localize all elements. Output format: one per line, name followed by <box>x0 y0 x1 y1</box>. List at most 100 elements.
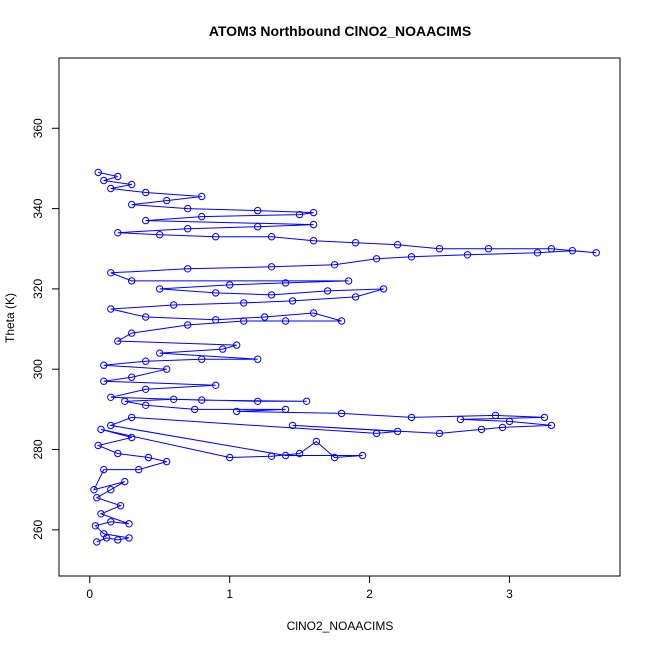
data-point <box>281 451 290 460</box>
data-point <box>547 245 556 253</box>
data-point <box>93 538 101 546</box>
data-point <box>170 301 178 309</box>
data-point <box>456 415 465 424</box>
data-point <box>125 534 133 542</box>
y-tick-label: 260 <box>31 519 45 539</box>
data-point <box>309 237 318 245</box>
data-point <box>212 233 220 241</box>
data-point <box>226 453 234 462</box>
data-point <box>107 269 115 277</box>
x-axis: 0 1 2 3 <box>86 575 513 601</box>
data-point <box>393 427 402 436</box>
data-point <box>267 263 276 271</box>
data-point <box>351 293 360 301</box>
data-point <box>128 200 136 209</box>
data-point <box>100 176 108 185</box>
data-point <box>267 233 276 241</box>
x-tick-label: 0 <box>86 587 93 601</box>
data-point <box>295 449 304 458</box>
data-point <box>94 441 102 450</box>
data-point <box>142 401 150 409</box>
data-point <box>100 465 108 474</box>
data-point <box>267 452 276 460</box>
data-point <box>135 465 143 474</box>
data-point <box>125 520 133 528</box>
data-point <box>254 223 262 231</box>
x-tick-label: 3 <box>506 587 513 601</box>
data-point <box>330 453 339 462</box>
data-point <box>407 253 416 261</box>
y-axis: 260 280 300 320 340 360 <box>31 118 60 540</box>
data-point <box>498 423 507 432</box>
data-point <box>184 225 192 233</box>
data-point <box>97 425 105 434</box>
data-point <box>94 168 102 177</box>
data-point <box>309 220 318 229</box>
data-point <box>540 413 549 422</box>
data-point <box>128 329 136 337</box>
data-point <box>407 413 416 422</box>
data-point <box>240 299 248 307</box>
data-point <box>114 536 122 544</box>
data-point <box>198 355 206 363</box>
data-point <box>107 518 115 526</box>
data-point <box>288 297 297 305</box>
data-point <box>505 417 514 426</box>
data-point <box>240 317 248 325</box>
x-axis-label: ClNO2_NOAACIMS <box>287 619 394 633</box>
data-point <box>435 429 444 438</box>
data-point <box>491 411 500 420</box>
data-point <box>323 287 332 295</box>
series-layer <box>90 168 600 546</box>
data-point <box>463 251 472 259</box>
data-point <box>144 453 153 462</box>
data-point <box>142 357 150 365</box>
data-point <box>233 407 241 416</box>
data-point <box>121 477 129 486</box>
data-point <box>184 321 192 329</box>
y-tick-label: 300 <box>31 359 45 379</box>
data-point <box>91 522 100 530</box>
data-point <box>337 317 346 325</box>
data-point <box>107 184 115 193</box>
data-point <box>114 337 122 345</box>
data-point <box>212 381 220 389</box>
data-point <box>128 433 136 442</box>
data-point <box>254 206 262 215</box>
y-axis-label: Theta (K) <box>3 293 17 343</box>
data-point <box>114 449 122 458</box>
data-point <box>344 277 353 285</box>
data-point <box>100 377 108 385</box>
y-tick-label: 280 <box>31 439 45 459</box>
data-point <box>142 216 150 225</box>
data-point <box>254 355 262 363</box>
data-point <box>156 349 164 357</box>
data-point <box>128 373 136 381</box>
data-point <box>191 405 199 414</box>
data-point <box>372 255 381 263</box>
data-point <box>184 265 192 273</box>
data-point <box>288 421 297 430</box>
data-point <box>142 313 150 321</box>
data-point <box>163 457 171 466</box>
data-point <box>90 486 98 494</box>
data-point <box>568 247 577 255</box>
data-point <box>281 279 290 287</box>
y-tick-label: 360 <box>31 118 45 138</box>
data-point <box>547 421 556 430</box>
data-point <box>212 289 220 297</box>
data-point <box>116 502 125 510</box>
data-point <box>351 239 360 247</box>
data-point <box>156 285 164 293</box>
chart-title: ATOM3 Northbound ClNO2_NOAACIMS <box>209 23 471 39</box>
data-point <box>163 365 171 373</box>
data-point <box>219 345 227 353</box>
x-tick-label: 2 <box>366 587 373 601</box>
data-point <box>477 425 486 434</box>
data-point <box>198 396 206 404</box>
data-point <box>170 395 178 403</box>
data-point <box>267 291 276 299</box>
data-point <box>330 261 339 269</box>
data-point <box>309 208 318 217</box>
